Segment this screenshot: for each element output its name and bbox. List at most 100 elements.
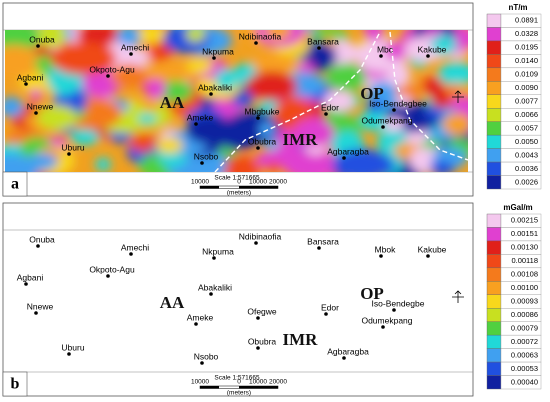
- place-dot: [381, 325, 385, 329]
- colorbar-swatch: [486, 308, 502, 322]
- place-label: Odumekpang: [361, 315, 412, 325]
- colorbar-label: 0.0036: [515, 164, 538, 173]
- place-dot: [426, 254, 430, 258]
- boundary: [214, 31, 381, 172]
- north-arrow: [452, 290, 464, 303]
- place-dot: [379, 254, 383, 258]
- place-dot: [24, 282, 28, 286]
- place-dot: [67, 152, 71, 156]
- boundary: [389, 31, 468, 161]
- map-blob: [5, 96, 24, 118]
- colorbar-swatch: [486, 108, 502, 122]
- map-blob: [50, 41, 117, 75]
- map-blob: [446, 84, 463, 100]
- panel-letter: a: [11, 176, 19, 193]
- colorbar-label: 0.00130: [511, 243, 538, 252]
- place-label: Ndibinaofia: [239, 31, 282, 41]
- colorbar-label: 0.00040: [511, 377, 538, 386]
- map-blob: [110, 63, 147, 88]
- place-dot: [106, 74, 110, 78]
- map-blob: [138, 30, 165, 44]
- scale-tick: 0: [237, 379, 241, 386]
- place-dot: [67, 352, 71, 356]
- map-blob: [325, 63, 368, 91]
- colorbar-label: 0.0043: [515, 150, 538, 159]
- colorbar-label: 0.0195: [515, 43, 538, 52]
- map-blob: [425, 108, 444, 119]
- colorbar-label: 0.0050: [515, 137, 538, 146]
- letter-box: [2, 171, 28, 197]
- colorbar-swatch: [486, 240, 502, 255]
- place-dot: [129, 52, 133, 56]
- place-label: Iso-Bendegbe: [372, 298, 425, 308]
- scale-bar: [239, 386, 278, 389]
- colorbar-swatch: [486, 227, 502, 242]
- place-label: Abakaliki: [198, 82, 232, 92]
- letter-box: [2, 371, 28, 397]
- map-blob: [442, 113, 468, 136]
- place-label: Nnewe: [27, 101, 54, 111]
- colorbar-label: 0.00151: [511, 229, 538, 238]
- place-label: Amechi: [121, 42, 149, 52]
- scale-title: Scale 1:571665: [214, 375, 260, 382]
- place-label: Nsobo: [194, 151, 219, 161]
- place-label: Ameke: [187, 112, 214, 122]
- map-blob: [76, 30, 121, 46]
- colorbar-label: 0.0057: [515, 123, 538, 132]
- north-arrow: [452, 90, 464, 103]
- map-blob: [232, 92, 255, 107]
- map-blob: [129, 133, 156, 152]
- place-dot: [392, 308, 396, 312]
- scale-unit: (meters): [227, 390, 251, 397]
- colorbar-swatch: [486, 321, 502, 336]
- colorbar-unit: nT/m: [508, 3, 527, 12]
- map-blob: [70, 129, 100, 146]
- place-label: Mbgbuke: [245, 106, 280, 116]
- zone-label: OP: [360, 84, 384, 103]
- place-dot: [24, 82, 28, 86]
- place-dot: [256, 116, 260, 120]
- place-label: Okpoto-Agu: [89, 264, 135, 274]
- place-dot: [379, 54, 383, 58]
- map-blob: [395, 94, 412, 106]
- map-blob: [246, 71, 298, 101]
- map-blob: [296, 61, 315, 74]
- colorbar-label: 0.00086: [511, 310, 538, 319]
- panel: Onuba Amechi Ndibinaofia Bansara Mbok Kakube A…: [2, 202, 542, 397]
- place-label: Ofegwe: [247, 306, 277, 316]
- colorbar-swatch: [486, 361, 502, 376]
- map-blob: [186, 115, 237, 145]
- map-blob: [142, 99, 161, 111]
- place-dot: [106, 274, 110, 278]
- colorbar-label: 0.0891: [515, 16, 538, 25]
- place-dot: [209, 92, 213, 96]
- place-label: Bansara: [307, 36, 339, 46]
- colorbar-swatch: [486, 81, 502, 95]
- colorbar-swatch: [486, 121, 502, 136]
- colorbar-swatch: [486, 161, 502, 176]
- map-blob: [292, 118, 335, 147]
- colorbar-label: 0.0090: [515, 83, 538, 92]
- scale-bar: [239, 186, 278, 189]
- colorbar-unit: mGal/m: [503, 203, 532, 212]
- colorbar-label: 0.00215: [511, 216, 538, 225]
- place-dot: [129, 252, 133, 256]
- map-blob: [423, 76, 444, 96]
- panel-frame: [2, 202, 474, 397]
- colorbar-label: 0.0077: [515, 96, 538, 105]
- colorbar-swatch: [486, 175, 502, 190]
- scale-bar: [200, 386, 219, 389]
- map-blob: [283, 149, 340, 172]
- place-dot: [324, 112, 328, 116]
- scale-unit: (meters): [227, 190, 251, 197]
- map-blob: [29, 89, 43, 101]
- place-label: Nsobo: [194, 351, 219, 361]
- place-label: Kakube: [418, 244, 447, 254]
- place-label: Ndibinaofia: [239, 231, 282, 241]
- place-label: Agbaragba: [327, 346, 369, 356]
- place-label: Amechi: [121, 242, 149, 252]
- place-dot: [212, 256, 216, 260]
- scale-tick: 10000: [191, 179, 209, 186]
- colorbar-swatch: [486, 375, 502, 390]
